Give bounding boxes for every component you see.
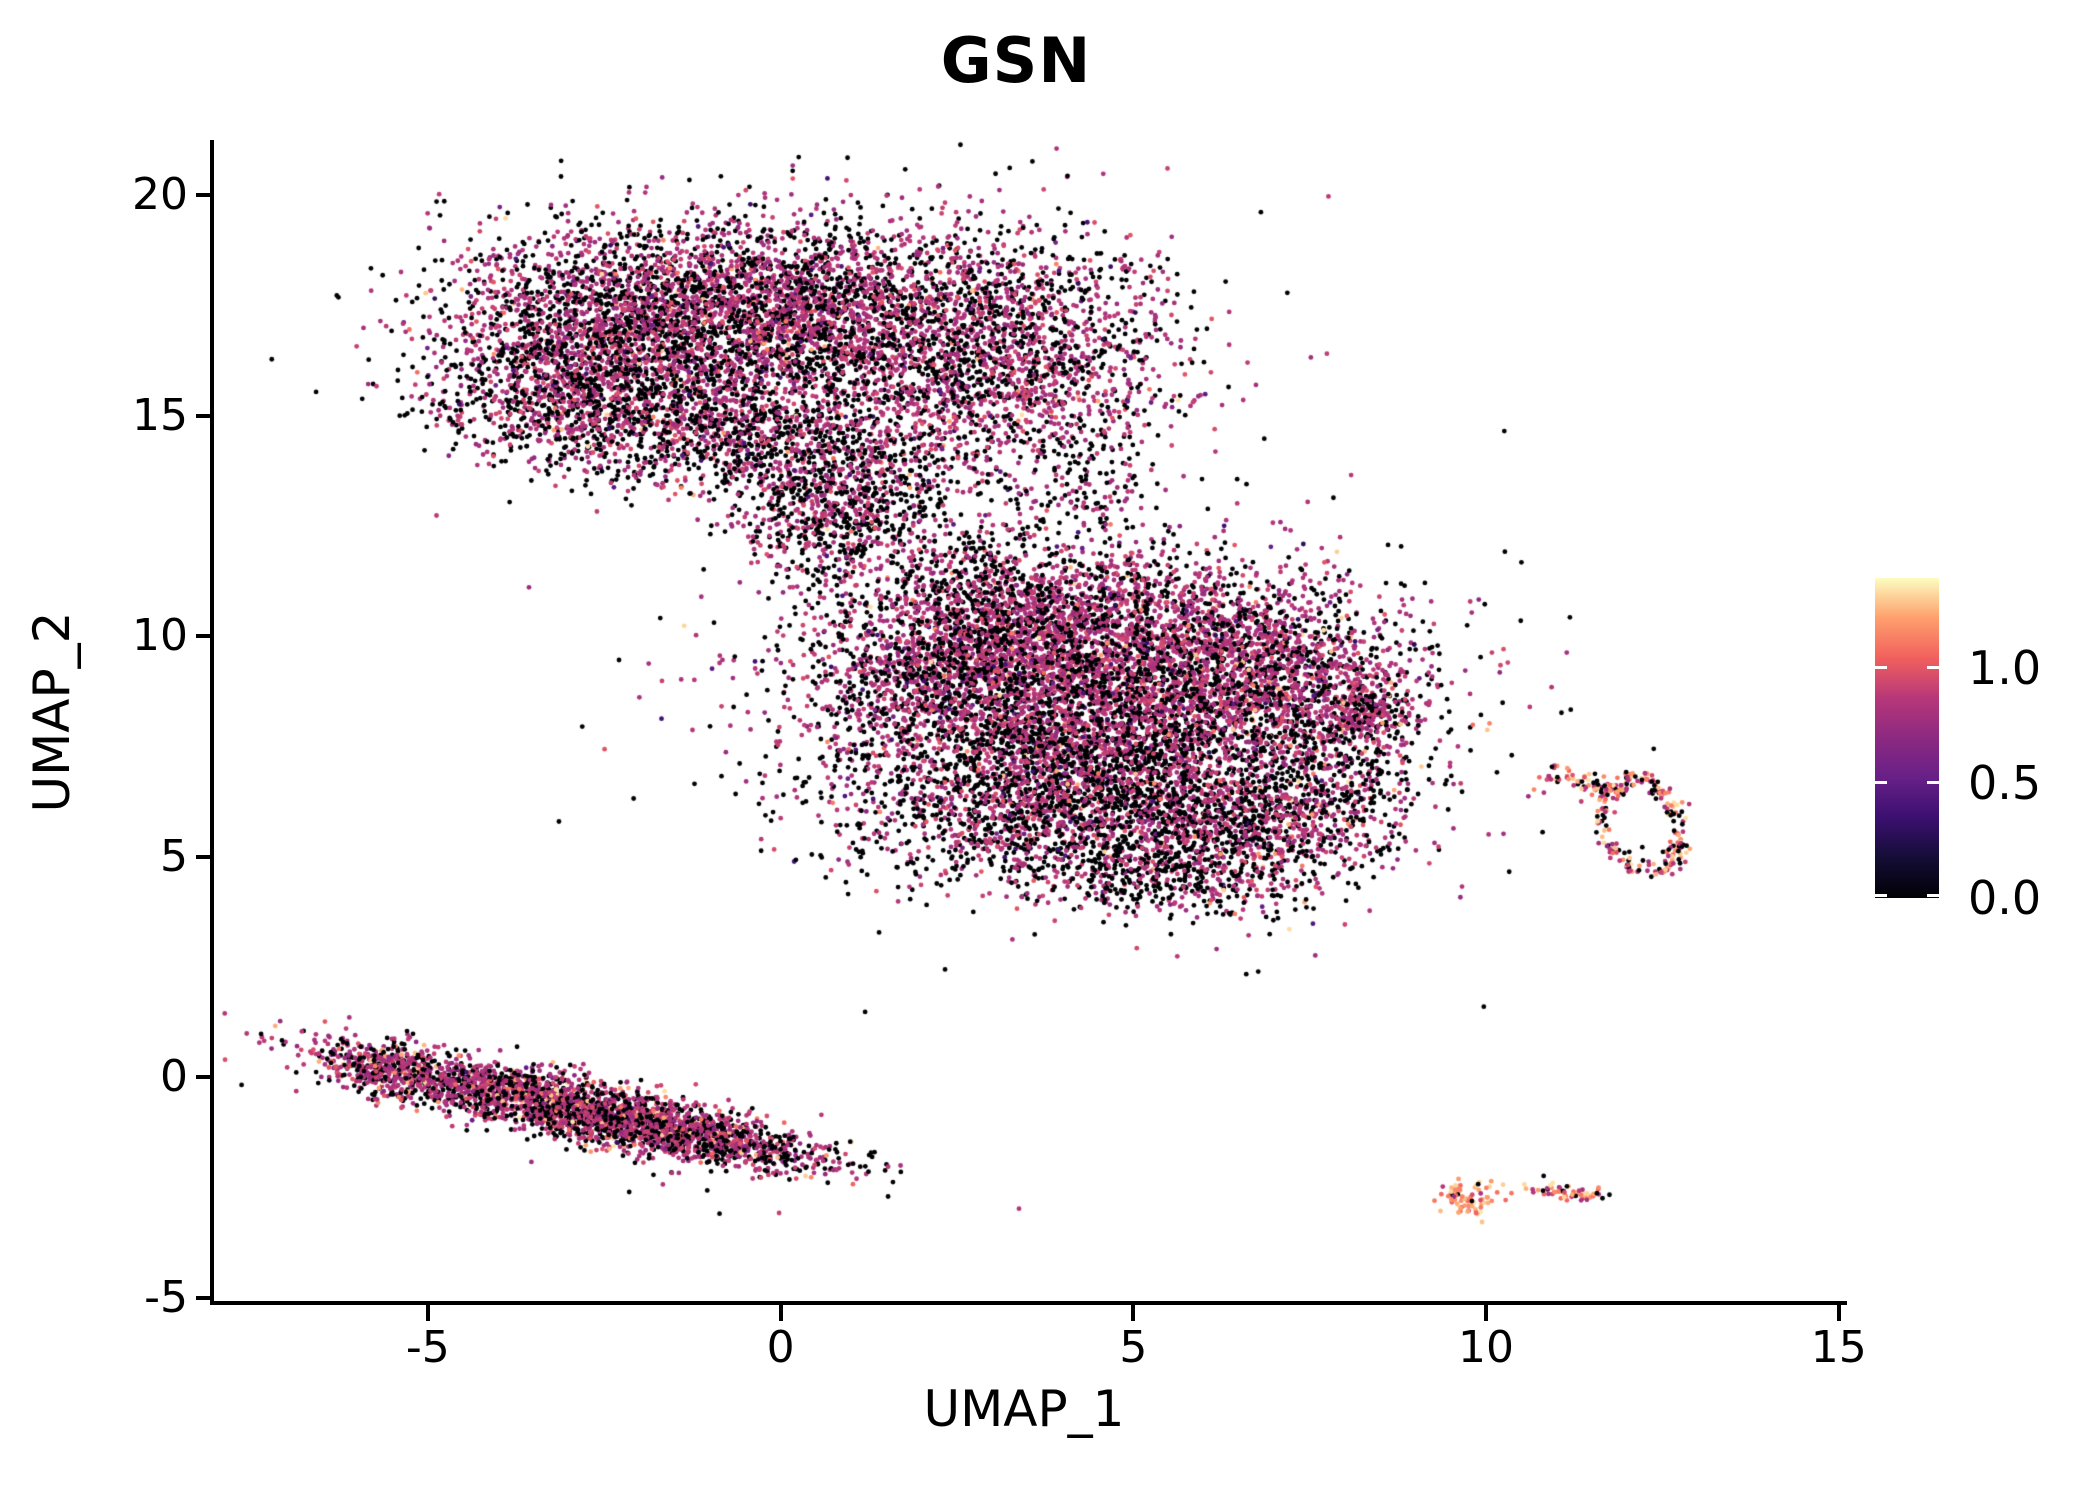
x-tick-mark xyxy=(1131,1305,1136,1321)
y-tick-label: 0 xyxy=(160,1051,188,1103)
colorbar-tick-mark xyxy=(1875,893,1887,897)
y-tick-label: 10 xyxy=(132,610,188,662)
x-tick-label: 5 xyxy=(1119,1322,1148,1373)
colorbar-tick-mark xyxy=(1875,666,1887,670)
y-tick-label: 5 xyxy=(160,830,188,882)
y-tick-mark xyxy=(196,634,212,639)
x-tick-label: 10 xyxy=(1458,1322,1515,1373)
x-tick-mark xyxy=(425,1305,430,1321)
colorbar-tick-mark xyxy=(1927,781,1939,785)
colorbar-tick-mark xyxy=(1927,893,1939,897)
colorbar-tick-label: 0.0 xyxy=(1968,871,2042,925)
x-tick-label: -5 xyxy=(405,1322,450,1373)
y-tick-mark xyxy=(196,413,212,418)
colorbar-gradient xyxy=(1875,578,1939,898)
colorbar-tick-label: 1.0 xyxy=(1968,640,2042,695)
chart-title: GSN xyxy=(940,24,1092,97)
colorbar-tick-mark xyxy=(1927,666,1939,670)
y-tick-label: 20 xyxy=(132,168,188,220)
y-tick-mark xyxy=(196,854,212,859)
x-tick-mark xyxy=(1484,1305,1489,1321)
y-tick-mark xyxy=(196,1075,212,1080)
y-axis-line xyxy=(210,140,214,1305)
x-tick-mark xyxy=(778,1305,783,1321)
x-axis-label: UMAP_1 xyxy=(923,1380,1125,1438)
x-tick-label: 0 xyxy=(766,1322,795,1373)
x-axis-line xyxy=(210,1301,1847,1305)
y-tick-mark xyxy=(196,1295,212,1300)
y-tick-label: -5 xyxy=(144,1271,188,1323)
colorbar-tick-label: 0.5 xyxy=(1968,755,2042,810)
y-tick-mark xyxy=(196,192,212,197)
y-tick-label: 15 xyxy=(132,389,188,441)
colorbar-tick-mark xyxy=(1875,781,1887,785)
x-tick-label: 15 xyxy=(1810,1322,1867,1373)
x-tick-mark xyxy=(1836,1305,1841,1321)
y-axis-label: UMAP_2 xyxy=(23,611,81,813)
